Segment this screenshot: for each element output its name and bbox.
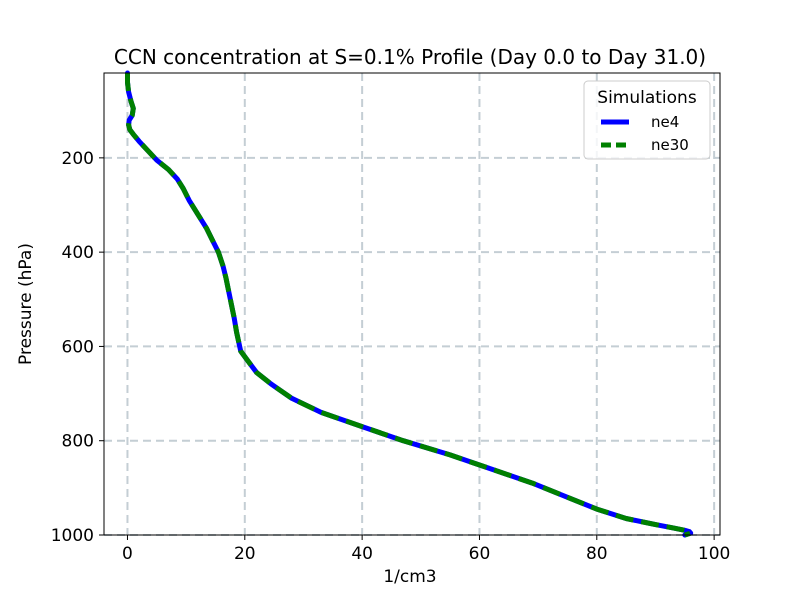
y-tick-label: 600: [62, 337, 94, 357]
legend-label-ne30: ne30: [651, 136, 689, 154]
x-tick-label: 100: [698, 544, 730, 564]
y-axis-label: Pressure (hPa): [16, 243, 36, 365]
y-tick-label: 200: [62, 149, 94, 169]
x-tick-label: 40: [351, 544, 373, 564]
x-axis-label: 1/cm3: [383, 567, 436, 587]
y-tick-label: 400: [62, 243, 94, 263]
chart-title: CCN concentration at S=0.1% Profile (Day…: [114, 45, 706, 69]
plot-frame: [103, 72, 721, 536]
legend: Simulations ne4 ne30: [583, 80, 711, 160]
legend-frame: [583, 80, 711, 160]
legend-label-ne4: ne4: [651, 113, 679, 131]
x-tick-label: 80: [586, 544, 608, 564]
x-tick-label: 0: [122, 544, 133, 564]
axes-ticks: 0 20 40 60 80 100 200 400 600 800 1000: [51, 149, 731, 564]
x-tick-label: 20: [234, 544, 256, 564]
y-tick-label: 1000: [51, 526, 94, 546]
legend-title: Simulations: [597, 88, 697, 108]
y-tick-label: 800: [62, 432, 94, 452]
series-line-ne30: [125, 73, 694, 538]
x-tick-label: 60: [469, 544, 491, 564]
plot-area: [125, 70, 694, 538]
